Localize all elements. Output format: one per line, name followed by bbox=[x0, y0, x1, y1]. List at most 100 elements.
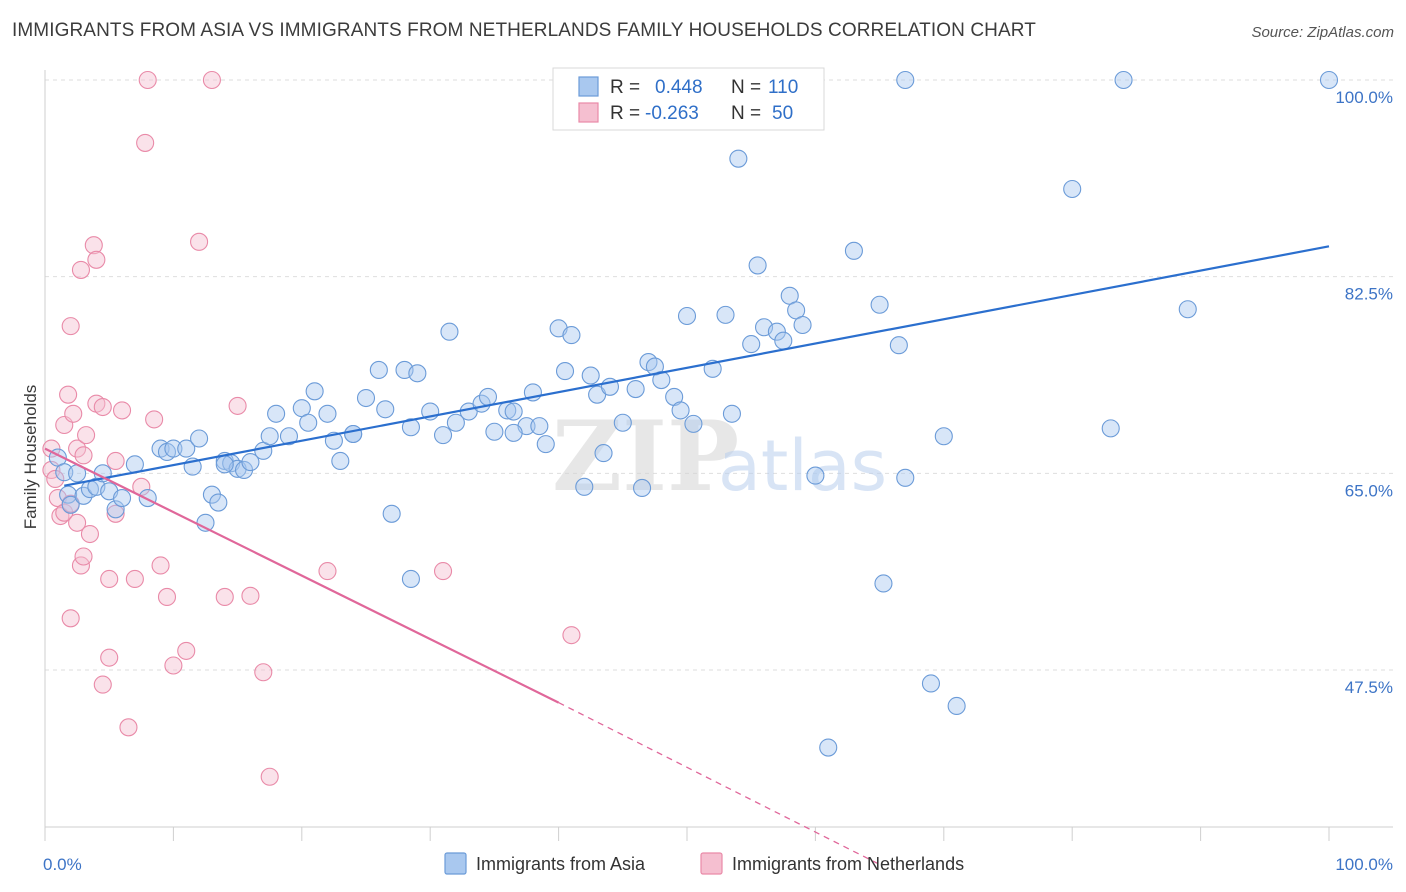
asia-point bbox=[774, 331, 793, 350]
asia-point bbox=[1101, 419, 1120, 438]
asia-point bbox=[209, 493, 228, 512]
netherlands-point bbox=[562, 626, 581, 645]
netherlands-point bbox=[74, 446, 93, 465]
neth-series-swatch bbox=[700, 852, 723, 875]
asia-point bbox=[485, 422, 504, 441]
x-tick-label: 0.0% bbox=[43, 855, 82, 874]
netherlands-point bbox=[136, 133, 155, 152]
asia-point bbox=[684, 414, 703, 433]
asia-point bbox=[55, 463, 74, 482]
asia-point bbox=[626, 379, 645, 399]
asia-point bbox=[677, 306, 697, 326]
netherlands-point bbox=[145, 410, 164, 429]
asia-point bbox=[401, 418, 420, 437]
neth-n-label: N = bbox=[731, 103, 761, 124]
netherlands-point bbox=[100, 569, 119, 589]
asia-point bbox=[613, 413, 632, 432]
x-tick-label: 100.0% bbox=[1335, 855, 1393, 874]
asia-point bbox=[633, 478, 652, 497]
asia-point bbox=[870, 295, 889, 314]
asia-point bbox=[504, 423, 523, 442]
netherlands-point bbox=[125, 569, 144, 589]
netherlands-point bbox=[68, 513, 87, 532]
netherlands-point bbox=[202, 70, 221, 90]
asia-point bbox=[305, 382, 324, 401]
asia-point bbox=[190, 429, 209, 448]
asia-point bbox=[947, 696, 966, 716]
asia-point bbox=[555, 362, 575, 381]
netherlands-point bbox=[190, 232, 209, 251]
asia-point bbox=[446, 413, 465, 432]
netherlands-point bbox=[106, 504, 125, 523]
netherlands-point bbox=[80, 524, 99, 544]
neth-r-label: R = bbox=[610, 103, 640, 124]
asia-series-label: Immigrants from Asia bbox=[476, 854, 646, 874]
y-tick-label: 65.0% bbox=[1345, 481, 1393, 500]
asia-point bbox=[299, 413, 318, 432]
netherlands-point bbox=[112, 401, 132, 420]
netherlands-point bbox=[68, 439, 87, 458]
asia-point bbox=[138, 489, 157, 508]
netherlands-trend-line bbox=[44, 447, 560, 704]
asia-point bbox=[819, 738, 838, 757]
asia-point bbox=[889, 336, 908, 355]
asia-point bbox=[112, 489, 132, 508]
watermark-zip: ZIP bbox=[552, 400, 739, 513]
asia-point bbox=[1178, 300, 1197, 319]
asia-point bbox=[562, 326, 581, 345]
netherlands-point bbox=[71, 260, 91, 279]
stats-legend: R = 0.448 N = 110 R = -0.263 N = 50 bbox=[552, 67, 825, 131]
netherlands-point bbox=[260, 767, 279, 786]
series-legend: Immigrants from Asia Immigrants from Net… bbox=[444, 852, 964, 875]
netherlands-point bbox=[77, 426, 96, 445]
asia-point bbox=[671, 401, 690, 420]
asia-trend-line bbox=[64, 245, 1330, 487]
netherlands-point bbox=[433, 562, 453, 581]
netherlands-point bbox=[93, 397, 112, 417]
neth-series-label: Immigrants from Netherlands bbox=[732, 854, 964, 874]
asia-point bbox=[440, 322, 459, 341]
netherlands-trend-extension bbox=[558, 702, 880, 865]
asia-point bbox=[530, 417, 549, 436]
asia-point bbox=[215, 455, 234, 474]
asia-point bbox=[106, 500, 125, 519]
asia-point bbox=[594, 444, 613, 463]
asia-point bbox=[748, 256, 767, 275]
asia-point bbox=[806, 466, 825, 485]
asia-point bbox=[433, 426, 453, 445]
chart-title: IMMIGRANTS FROM ASIA VS IMMIGRANTS FROM … bbox=[12, 20, 1036, 41]
y-axis-label: Family Households bbox=[21, 385, 40, 530]
netherlands-point bbox=[138, 70, 157, 90]
asia-point bbox=[896, 468, 915, 487]
chart-source: Source: ZipAtlas.com bbox=[1251, 24, 1394, 41]
asia-point bbox=[164, 439, 183, 458]
asia-point bbox=[1063, 179, 1082, 199]
neth-r-value: -0.263 bbox=[645, 103, 699, 124]
netherlands-point bbox=[215, 587, 234, 607]
asia-point bbox=[241, 453, 260, 472]
asia-point bbox=[408, 364, 427, 383]
asia-point bbox=[536, 435, 555, 454]
netherlands-point bbox=[93, 675, 112, 694]
netherlands-point bbox=[61, 609, 80, 628]
asia-n-value: 110 bbox=[768, 77, 798, 98]
neth-n-value: 50 bbox=[772, 103, 793, 124]
asia-point bbox=[177, 439, 196, 458]
asia-point bbox=[267, 404, 286, 423]
asia-point bbox=[896, 70, 915, 90]
asia-point bbox=[1319, 70, 1339, 90]
asia-point bbox=[376, 400, 395, 419]
asia-r-value: 0.448 bbox=[655, 77, 703, 98]
netherlands-point bbox=[228, 396, 247, 415]
y-tick-label: 100.0% bbox=[1335, 88, 1393, 107]
asia-point bbox=[652, 371, 671, 390]
axes bbox=[44, 70, 1393, 828]
neth-legend-swatch bbox=[578, 102, 599, 123]
asia-series-swatch bbox=[444, 852, 467, 875]
netherlands-point bbox=[254, 663, 273, 682]
asia-legend-swatch bbox=[578, 76, 599, 97]
asia-point bbox=[722, 404, 741, 423]
asia-point bbox=[478, 387, 498, 406]
asia-point bbox=[331, 451, 350, 471]
